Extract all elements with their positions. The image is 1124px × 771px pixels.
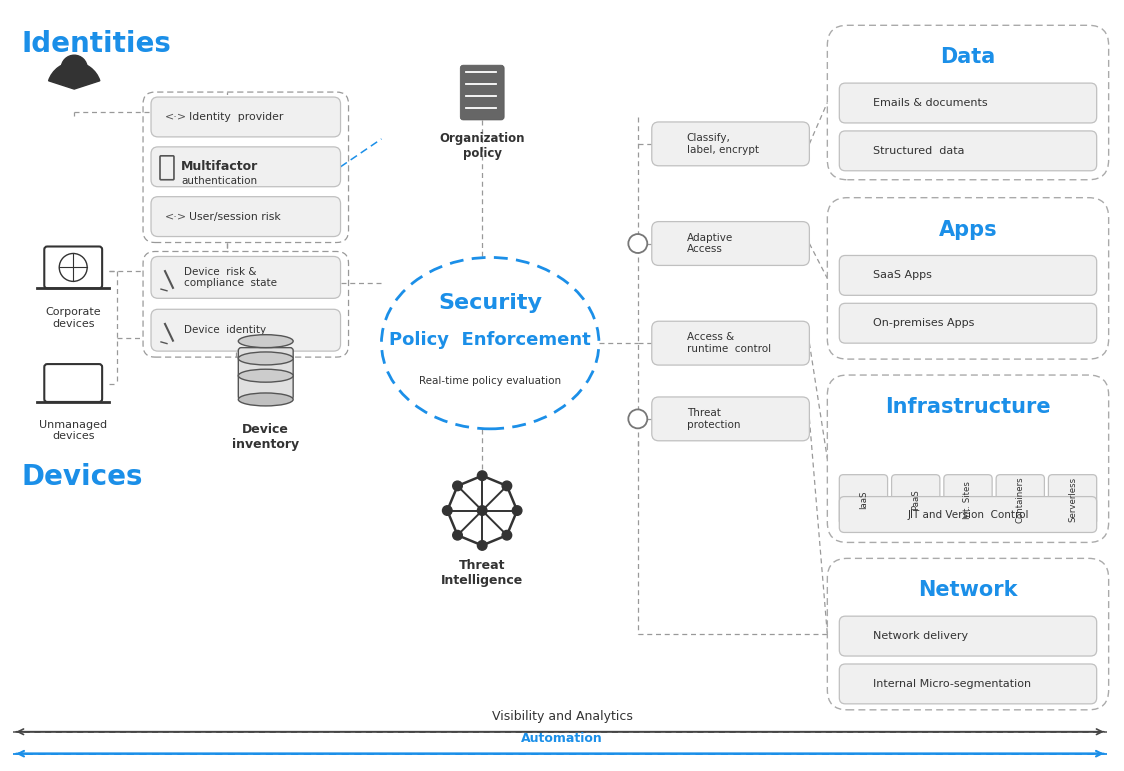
Text: On-premises Apps: On-premises Apps — [873, 318, 975, 328]
Text: Device  identity: Device identity — [184, 325, 266, 335]
Circle shape — [513, 506, 522, 515]
FancyBboxPatch shape — [840, 255, 1097, 295]
Text: Real-time policy evaluation: Real-time policy evaluation — [419, 376, 561, 386]
Ellipse shape — [381, 258, 599, 429]
FancyBboxPatch shape — [652, 322, 809, 365]
Text: Adaptive
Access: Adaptive Access — [687, 233, 733, 254]
Text: Organization
policy: Organization policy — [439, 132, 525, 160]
FancyBboxPatch shape — [1049, 475, 1097, 524]
Text: Network delivery: Network delivery — [873, 631, 969, 641]
Circle shape — [628, 409, 647, 429]
Text: Corporate
devices: Corporate devices — [45, 308, 101, 329]
Text: Apps: Apps — [939, 220, 997, 240]
Text: Identities: Identities — [21, 30, 171, 59]
Text: Int. Sites: Int. Sites — [963, 480, 972, 519]
FancyBboxPatch shape — [891, 475, 940, 524]
FancyBboxPatch shape — [840, 616, 1097, 656]
Text: Data: Data — [941, 47, 996, 67]
Circle shape — [478, 540, 487, 550]
Text: Devices: Devices — [21, 463, 143, 490]
FancyBboxPatch shape — [840, 131, 1097, 170]
Text: Automation: Automation — [522, 732, 602, 745]
FancyBboxPatch shape — [840, 475, 888, 524]
Circle shape — [478, 471, 487, 480]
Text: IaaS: IaaS — [859, 490, 868, 509]
Text: Threat
protection: Threat protection — [687, 408, 741, 429]
Text: Policy  Enforcement: Policy Enforcement — [389, 332, 591, 349]
Text: Multifactor: Multifactor — [181, 160, 259, 173]
Circle shape — [502, 530, 511, 540]
Text: Security: Security — [438, 293, 542, 313]
Text: Serverless: Serverless — [1068, 477, 1077, 522]
Text: Network: Network — [918, 581, 1017, 601]
FancyBboxPatch shape — [460, 66, 505, 120]
FancyBboxPatch shape — [840, 664, 1097, 704]
Text: PaaS: PaaS — [912, 490, 921, 510]
FancyBboxPatch shape — [151, 146, 341, 187]
Text: <·>: <·> — [165, 211, 187, 221]
Text: Emails & documents: Emails & documents — [873, 98, 988, 108]
FancyBboxPatch shape — [652, 221, 809, 265]
Text: User/session risk: User/session risk — [189, 211, 281, 221]
Circle shape — [443, 506, 452, 515]
FancyBboxPatch shape — [151, 309, 341, 351]
FancyBboxPatch shape — [151, 257, 341, 298]
FancyBboxPatch shape — [151, 197, 341, 237]
FancyBboxPatch shape — [840, 303, 1097, 343]
Text: JIT and Version  Control: JIT and Version Control — [907, 510, 1028, 520]
FancyBboxPatch shape — [996, 475, 1044, 524]
Text: Structured  data: Structured data — [873, 146, 964, 156]
FancyBboxPatch shape — [944, 475, 992, 524]
FancyBboxPatch shape — [840, 497, 1097, 533]
Circle shape — [628, 234, 647, 253]
Text: SaaS Apps: SaaS Apps — [873, 271, 932, 281]
FancyBboxPatch shape — [840, 83, 1097, 123]
Ellipse shape — [238, 335, 293, 348]
FancyBboxPatch shape — [652, 122, 809, 166]
Text: Device  risk &
compliance  state: Device risk & compliance state — [184, 267, 277, 288]
Text: Device
inventory: Device inventory — [233, 423, 299, 451]
Text: <·>: <·> — [165, 112, 187, 122]
Ellipse shape — [238, 393, 293, 406]
Circle shape — [502, 481, 511, 490]
Wedge shape — [48, 62, 100, 89]
Circle shape — [453, 481, 462, 490]
Text: Identity  provider: Identity provider — [189, 112, 283, 122]
FancyBboxPatch shape — [151, 97, 341, 137]
Text: Threat
Intelligence: Threat Intelligence — [441, 560, 524, 588]
Text: Containers: Containers — [1016, 476, 1025, 523]
Text: Classify,
label, encrypt: Classify, label, encrypt — [687, 133, 759, 155]
Text: Internal Micro-segmentation: Internal Micro-segmentation — [873, 679, 1032, 689]
Text: Unmanaged
devices: Unmanaged devices — [39, 420, 107, 442]
Ellipse shape — [238, 352, 293, 365]
Circle shape — [478, 506, 487, 515]
Circle shape — [61, 56, 88, 81]
Text: Visibility and Analytics: Visibility and Analytics — [491, 710, 633, 722]
Text: Infrastructure: Infrastructure — [886, 397, 1051, 417]
Ellipse shape — [238, 369, 293, 382]
FancyBboxPatch shape — [652, 397, 809, 441]
FancyBboxPatch shape — [238, 348, 293, 399]
Text: Access &
runtime  control: Access & runtime control — [687, 332, 771, 354]
Circle shape — [453, 530, 462, 540]
Text: authentication: authentication — [181, 176, 257, 186]
